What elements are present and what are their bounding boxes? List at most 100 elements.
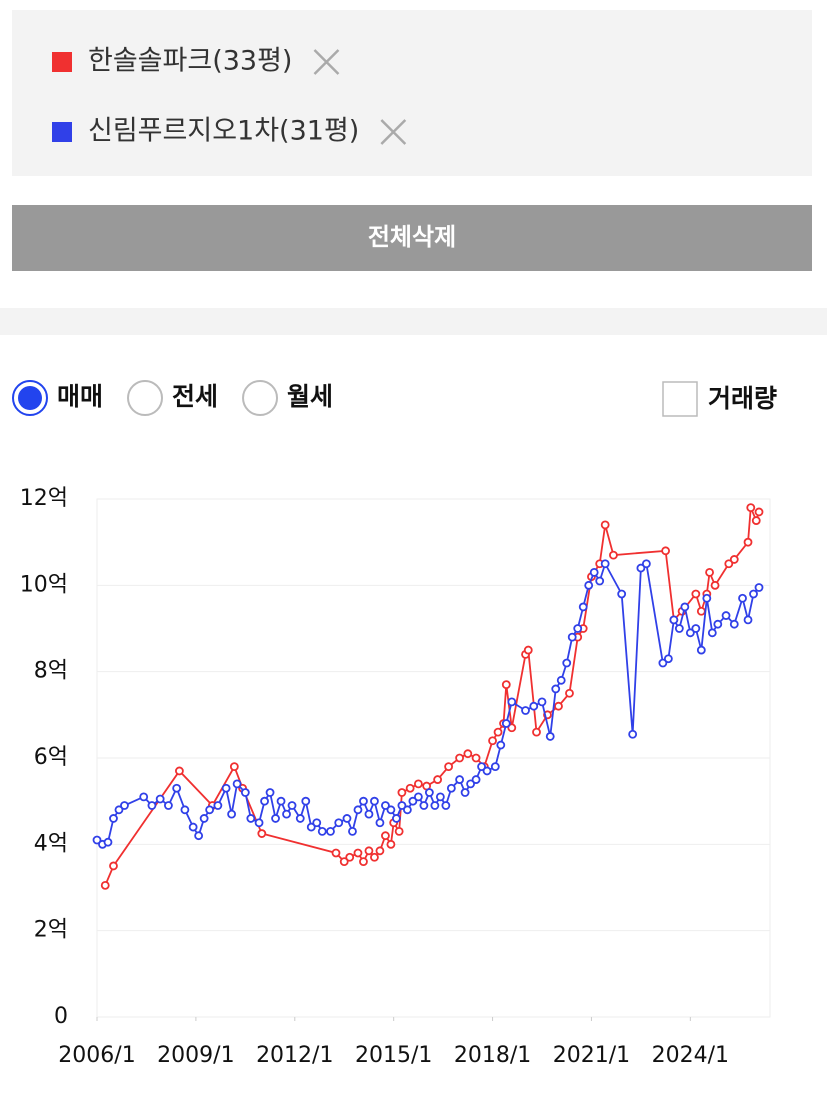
legend-label: 한솔솔파크(33평): [88, 46, 292, 77]
data-point: [537, 697, 547, 707]
data-point: [260, 796, 269, 806]
data-point: [674, 624, 684, 633]
data-point: [364, 846, 374, 856]
radio-label: 전세: [172, 382, 218, 411]
data-point: [751, 516, 761, 525]
data-point: [696, 645, 706, 655]
data-point: [562, 658, 572, 668]
data-point: [364, 809, 374, 819]
data-point: [680, 602, 690, 612]
data-point: [265, 788, 275, 797]
data-point: [529, 701, 539, 711]
data-point: [375, 818, 385, 828]
checkbox[interactable]: [662, 381, 698, 417]
data-point: [227, 809, 237, 819]
data-point: [743, 615, 753, 625]
data-point: [496, 740, 506, 750]
y-tick-label: 12억: [20, 486, 68, 511]
y-tick-label: 2억: [34, 918, 68, 943]
data-point: [403, 805, 412, 815]
data-point: [397, 788, 407, 797]
series-line: [104, 507, 760, 886]
data-point: [691, 589, 701, 599]
data-point: [600, 559, 610, 569]
remove-icon[interactable]: [313, 49, 340, 75]
data-point: [685, 628, 695, 638]
data-point: [554, 701, 563, 711]
data-point: [754, 507, 764, 517]
data-point: [471, 775, 481, 784]
data-point: [551, 684, 561, 694]
data-point: [589, 567, 599, 577]
data-point: [100, 880, 110, 890]
x-tick-label: 2018/1: [454, 1043, 531, 1068]
data-point: [229, 762, 239, 772]
data-point: [194, 831, 204, 841]
data-point: [405, 783, 415, 793]
data-point: [444, 762, 454, 772]
data-point: [477, 762, 486, 772]
data-point: [331, 848, 341, 858]
data-point: [370, 796, 379, 806]
data-point: [188, 822, 198, 832]
data-point: [455, 753, 464, 763]
radio[interactable]: [127, 380, 164, 416]
data-point: [276, 796, 286, 806]
data-point: [455, 775, 464, 784]
data-point: [240, 788, 250, 797]
data-point: [628, 729, 638, 739]
data-point: [702, 593, 712, 603]
radio-label: 매매: [57, 382, 103, 411]
data-point: [254, 818, 264, 828]
data-point: [386, 839, 396, 849]
data-point: [636, 563, 646, 573]
data-point: [180, 805, 190, 815]
data-point: [556, 675, 566, 685]
data-point: [257, 829, 267, 838]
data-point: [463, 749, 473, 759]
remove-icon[interactable]: [380, 119, 407, 145]
data-point: [713, 619, 723, 629]
data-point: [164, 801, 173, 810]
data-point: [232, 779, 242, 789]
data-point: [724, 559, 734, 569]
data-point: [471, 753, 481, 763]
data-point: [175, 766, 184, 776]
data-point: [155, 794, 165, 804]
x-tick-label: 2024/1: [652, 1043, 729, 1068]
y-tick-label: 0: [54, 1004, 68, 1029]
data-point: [573, 624, 583, 633]
data-point: [353, 805, 363, 815]
data-point: [199, 814, 209, 823]
data-point: [381, 831, 390, 841]
data-point: [521, 706, 530, 715]
y-tick-label: 4억: [34, 831, 68, 856]
radio[interactable]: [242, 380, 279, 416]
data-point: [460, 788, 470, 797]
data-point: [348, 826, 357, 836]
data-point: [359, 796, 368, 806]
checkbox-label: 거래량: [708, 384, 777, 413]
data-point: [600, 520, 610, 530]
data-point: [669, 615, 679, 625]
data-point: [317, 826, 327, 836]
x-tick-label: 2012/1: [256, 1043, 333, 1068]
x-tick-label: 2009/1: [157, 1043, 234, 1068]
data-point: [375, 846, 385, 856]
data-point: [287, 801, 297, 810]
data-point: [595, 576, 605, 586]
data-point: [729, 555, 739, 564]
data-point: [386, 805, 396, 815]
data-point: [205, 805, 215, 815]
data-point: [707, 628, 717, 638]
delete-all-button[interactable]: [12, 205, 812, 271]
data-point: [246, 814, 256, 823]
data-point: [743, 537, 753, 547]
data-point: [507, 697, 517, 707]
data-point: [381, 801, 390, 810]
data-point: [295, 814, 305, 823]
data-point: [359, 857, 368, 866]
data-point: [567, 632, 577, 642]
data-point: [433, 775, 443, 784]
